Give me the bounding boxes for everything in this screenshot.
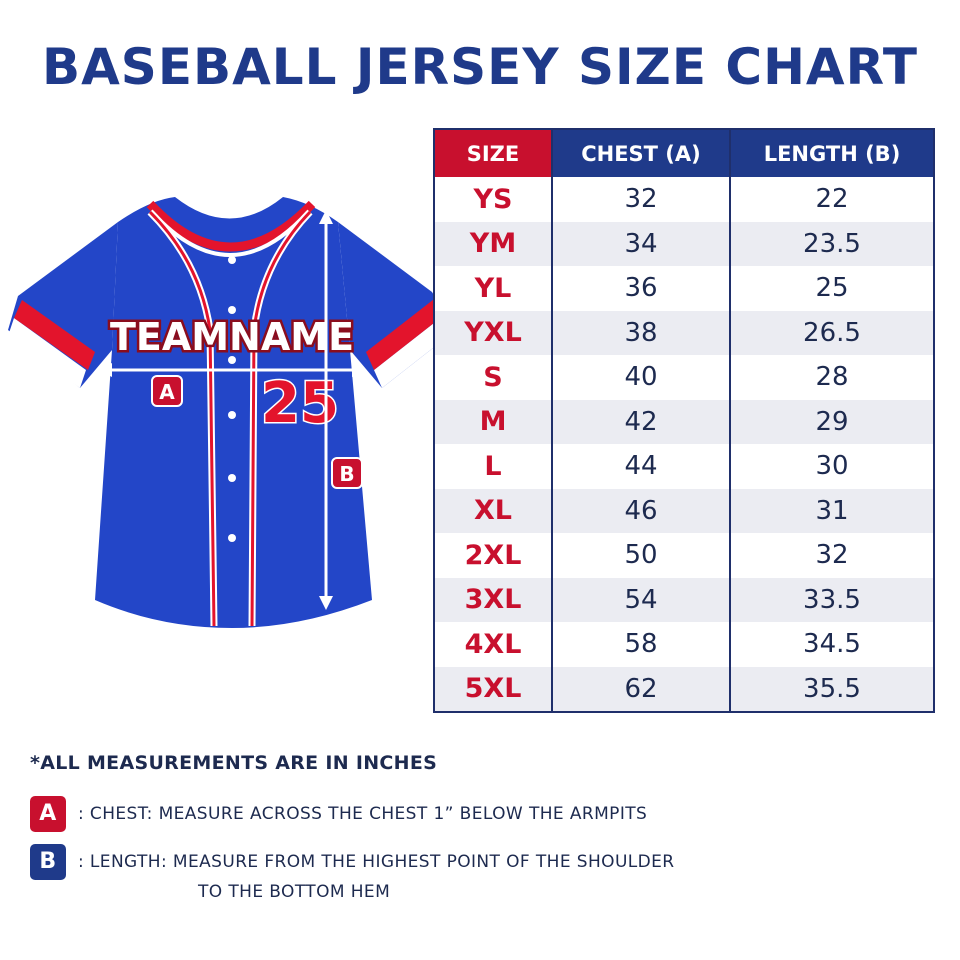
chest-cell: 50	[551, 533, 730, 578]
chest-cell: 34	[551, 221, 730, 266]
note-length: B : LENGTH: MEASURE FROM THE HIGHEST POI…	[30, 844, 674, 902]
marker-a-badge	[151, 375, 183, 407]
table-row: YM 34 23.5	[433, 221, 934, 266]
table-row: YL 36 25	[433, 266, 934, 311]
jersey-team-name: TEAMNAME	[110, 315, 354, 359]
header-chest: CHEST (A)	[551, 129, 730, 177]
length-cell: 30	[729, 444, 934, 489]
table-row: 4XL 58 34.5	[433, 622, 934, 667]
chest-cell: 46	[551, 488, 730, 533]
page-title: BASEBALL JERSEY SIZE CHART	[42, 38, 918, 96]
table-row: XL 46 31	[433, 488, 934, 533]
left-sleeve-stripe-white	[8, 318, 86, 388]
buttons	[228, 256, 236, 542]
note-b-badge: B	[30, 844, 66, 880]
chest-cell: 42	[551, 399, 730, 444]
chest-cell: 44	[551, 444, 730, 489]
note-chest: A : CHEST: MEASURE ACROSS THE CHEST 1” B…	[30, 796, 647, 832]
note-b-text-line2: TO THE BOTTOM HEM	[198, 882, 391, 902]
size-cell: YS	[433, 177, 552, 222]
length-cell: 22	[729, 177, 934, 222]
table-row: YXL 38 26.5	[433, 310, 934, 355]
size-cell: YL	[433, 266, 552, 311]
size-cell: 5XL	[433, 666, 552, 712]
chest-cell: 36	[551, 266, 730, 311]
table-header-row: SIZE CHEST (A) LENGTH (B)	[433, 129, 934, 177]
length-cell: 26.5	[729, 310, 934, 355]
right-sleeve-stripe-red	[366, 296, 448, 370]
chest-cell: 38	[551, 310, 730, 355]
note-a-badge: A	[30, 796, 66, 832]
length-arrow-down-icon	[319, 596, 333, 610]
table-row: YS 32 22	[433, 177, 934, 222]
table-row: M 42 29	[433, 399, 934, 444]
header-size: SIZE	[433, 129, 552, 177]
length-cell: 35.5	[729, 666, 934, 712]
length-cell: 33.5	[729, 577, 934, 622]
size-cell: XL	[433, 488, 552, 533]
chest-cell: 54	[551, 577, 730, 622]
unit-note: *ALL MEASUREMENTS ARE IN INCHES	[30, 752, 438, 774]
length-cell: 25	[729, 266, 934, 311]
marker-b-badge	[331, 457, 363, 489]
left-sleeve-stripe-red	[14, 300, 95, 370]
size-cell: YM	[433, 221, 552, 266]
collar-red	[146, 200, 316, 252]
note-b-text-line1: : LENGTH: MEASURE FROM THE HIGHEST POINT…	[78, 852, 675, 872]
chest-cell: 40	[551, 355, 730, 400]
marker-a-label: A	[159, 380, 175, 404]
length-cell: 29	[729, 399, 934, 444]
table-row: S 40 28	[433, 355, 934, 400]
length-cell: 31	[729, 488, 934, 533]
length-cell: 34.5	[729, 622, 934, 667]
length-cell: 32	[729, 533, 934, 578]
collar-white	[150, 210, 310, 257]
jersey-illustration: TEAMNAME 25 A B	[8, 197, 456, 628]
size-cell: 4XL	[433, 622, 552, 667]
notes-section: *ALL MEASUREMENTS ARE IN INCHES A : CHES…	[30, 752, 930, 902]
length-arrow-up-icon	[319, 210, 333, 224]
note-a-text: : CHEST: MEASURE ACROSS THE CHEST 1” BEL…	[78, 804, 648, 824]
chest-cell: 58	[551, 622, 730, 667]
table-row: 3XL 54 33.5	[433, 577, 934, 622]
chest-arrow-left-icon	[98, 363, 112, 377]
size-table: SIZE CHEST (A) LENGTH (B) YS 32 22 YM 34 23.5…	[433, 128, 935, 713]
size-cell: 2XL	[433, 533, 552, 578]
chest-arrow-right-icon	[352, 363, 366, 377]
chest-cell: 62	[551, 666, 730, 712]
size-cell: 3XL	[433, 577, 552, 622]
table-row: L 44 30	[433, 444, 934, 489]
marker-b-label: B	[339, 462, 354, 486]
length-cell: 23.5	[729, 221, 934, 266]
table-row: 5XL 62 35.5	[433, 666, 934, 712]
length-cell: 28	[729, 355, 934, 400]
size-cell: M	[433, 399, 552, 444]
chest-cell: 32	[551, 177, 730, 222]
size-cell: YXL	[433, 310, 552, 355]
size-cell: L	[433, 444, 552, 489]
size-cell: S	[433, 355, 552, 400]
table-row: 2XL 50 32	[433, 533, 934, 578]
header-length: LENGTH (B)	[729, 129, 934, 177]
